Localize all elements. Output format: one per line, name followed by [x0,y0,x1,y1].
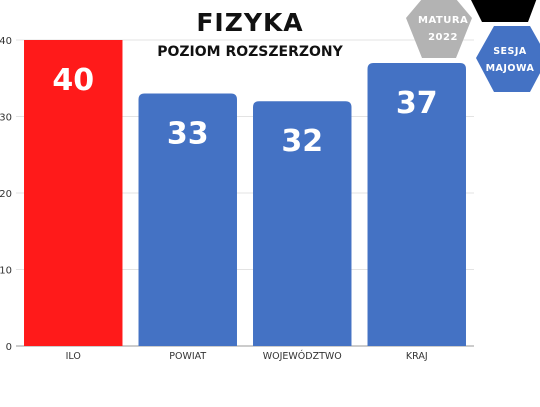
matura-badge: MATURA 2022 [418,12,468,46]
x-tick-label: ILO [66,351,81,362]
sesja-label: SESJA [493,46,527,57]
sesja-badge: SESJA MAJOWA [482,43,538,77]
y-axis-ticks: 0 10 20 30 40 [0,36,12,353]
y-tick-label: 20 [0,189,12,200]
y-tick-label: 10 [0,266,12,277]
matura-label: MATURA [418,15,469,26]
bar-kraj [367,62,466,346]
bar-powiat [138,93,237,346]
x-tick-label: WOJEWÓDZTWO [263,350,342,362]
data-label: 33 [167,117,209,152]
chart-subtitle: POZIOM ROZSZERZONY [157,44,343,60]
chart-title: FIZYKA [196,8,304,37]
badge-hexagons [406,0,540,92]
x-tick-label: POWIAT [169,351,206,362]
data-label: 40 [52,63,94,98]
x-tick-label: KRAJ [406,351,428,362]
y-tick-label: 30 [0,113,12,124]
black-hexagon [471,0,537,22]
y-tick-label: 0 [6,342,12,353]
bars [24,40,466,346]
data-label: 32 [281,124,323,159]
bar-ilo [24,40,123,346]
sesja-type: MAJOWA [485,63,535,74]
data-labels: 40 33 32 37 [52,63,437,159]
y-tick-label: 40 [0,36,12,47]
bar-województwo [253,101,352,346]
data-label: 37 [396,86,438,121]
matura-hexagon [406,0,472,58]
sesja-hexagon [476,26,540,92]
matura-year: 2022 [428,32,458,43]
x-axis-ticks: ILO POWIAT WOJEWÓDZTWO KRAJ [66,350,428,362]
